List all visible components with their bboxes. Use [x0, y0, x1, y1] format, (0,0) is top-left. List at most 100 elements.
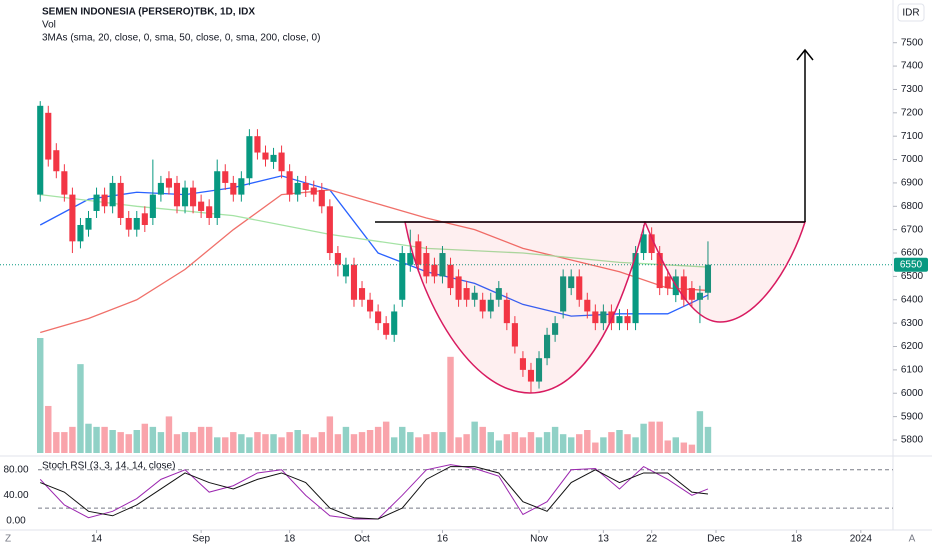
candle-body [431, 264, 438, 277]
volume-bar [302, 434, 309, 453]
candle-body [230, 182, 237, 195]
volume-bar [423, 434, 430, 453]
stoch-legend: Stoch RSI (3, 3, 14, 14, close) [42, 461, 175, 472]
volume-bar [85, 423, 92, 453]
volume-legend: Vol [42, 20, 56, 31]
volume-bar [334, 434, 342, 453]
x-tick-label: 22 [646, 534, 658, 545]
candle-body [125, 217, 132, 230]
volume-bar [584, 430, 591, 453]
volume-bar [366, 430, 374, 453]
candle-body [326, 206, 333, 254]
auto-button[interactable]: A [909, 534, 916, 545]
candle-body [648, 234, 655, 254]
currency[interactable]: IDR [902, 8, 919, 19]
stoch-line [40, 466, 709, 520]
candle-body [61, 171, 68, 195]
y-tick-label: 7400 [901, 61, 924, 72]
volume-bar [93, 426, 100, 453]
volume-bar [471, 421, 478, 453]
candle-body [173, 182, 181, 207]
candle-body [149, 194, 156, 218]
volume-bar [238, 434, 245, 453]
y-tick-label: 6900 [901, 178, 924, 189]
candle-body [294, 182, 301, 195]
stoch-tick-label: 0.00 [6, 516, 26, 527]
candle-body [399, 253, 406, 300]
x-tick-label: 14 [91, 534, 103, 545]
candle-body [117, 182, 124, 218]
volume-bar [101, 426, 108, 453]
ma-legend: 3MAs (sma, 20, close, 0, sma, 50, close,… [42, 33, 320, 44]
moving-average [40, 189, 709, 334]
volume-bar [535, 437, 543, 453]
volume-bar [189, 432, 197, 453]
candle-body [37, 105, 44, 195]
volume-bar [672, 437, 680, 453]
volume-bar [181, 432, 189, 453]
candle-body [407, 253, 414, 265]
handle [643, 221, 807, 323]
volume-bar [527, 432, 535, 453]
volume-bar [318, 432, 326, 453]
currency-box[interactable] [897, 3, 925, 22]
candle-body [278, 152, 285, 172]
volume-bar [230, 432, 237, 453]
volume-bar [326, 416, 334, 453]
y-tick-label: 6600 [901, 248, 924, 259]
candle-body [310, 187, 317, 195]
volume-bar [511, 432, 519, 453]
candle-body [640, 234, 647, 254]
candle-body [616, 316, 623, 324]
zoom-button[interactable]: Z [5, 534, 11, 545]
volume-bar [543, 432, 551, 453]
candle-body [656, 253, 663, 289]
x-tick-label: 2024 [850, 534, 873, 545]
candle-body [600, 311, 607, 324]
y-tick-label: 6300 [901, 318, 924, 329]
candle-body [560, 276, 567, 312]
candle-body [214, 171, 221, 218]
stoch-tick-label: 80.00 [3, 464, 28, 475]
volume-bar [374, 426, 382, 453]
candle-body [624, 316, 631, 324]
volume-bar [439, 432, 446, 453]
last-price-box [894, 257, 928, 272]
volume-bar [382, 421, 390, 453]
volume-bar [358, 432, 366, 453]
candle-body [286, 171, 293, 195]
candle-body [69, 194, 76, 242]
candle-body [664, 276, 671, 289]
stoch-tick-label: 40.00 [3, 490, 28, 501]
candle-body [45, 112, 52, 160]
volume-bar [77, 364, 84, 453]
volume-bar [37, 338, 44, 453]
volume-bar [390, 437, 398, 453]
y-tick-label: 5900 [901, 411, 924, 422]
candle-body [495, 288, 502, 300]
candle-body [487, 299, 494, 312]
candle-body [527, 369, 535, 382]
volume-bar [173, 434, 181, 453]
volume-bar [487, 432, 494, 453]
candle-body [181, 187, 189, 207]
candle-body [608, 311, 615, 324]
volume-bar [519, 437, 527, 453]
y-tick-label: 7100 [901, 131, 924, 142]
volume-bar [246, 437, 253, 453]
candle-body [592, 311, 599, 324]
x-tick-label: Oct [354, 534, 370, 545]
volume-bar [157, 432, 165, 453]
volume-bar [592, 442, 599, 453]
volume-bar [632, 437, 639, 453]
volume-bar [640, 423, 647, 453]
candle-body [93, 194, 100, 211]
candle-body [704, 264, 712, 293]
candle-body [109, 182, 116, 207]
candle-body [270, 154, 277, 162]
volume-bar [278, 437, 285, 453]
volume-bar [133, 430, 140, 453]
volume-bar [45, 405, 52, 453]
candle-body [696, 292, 703, 300]
